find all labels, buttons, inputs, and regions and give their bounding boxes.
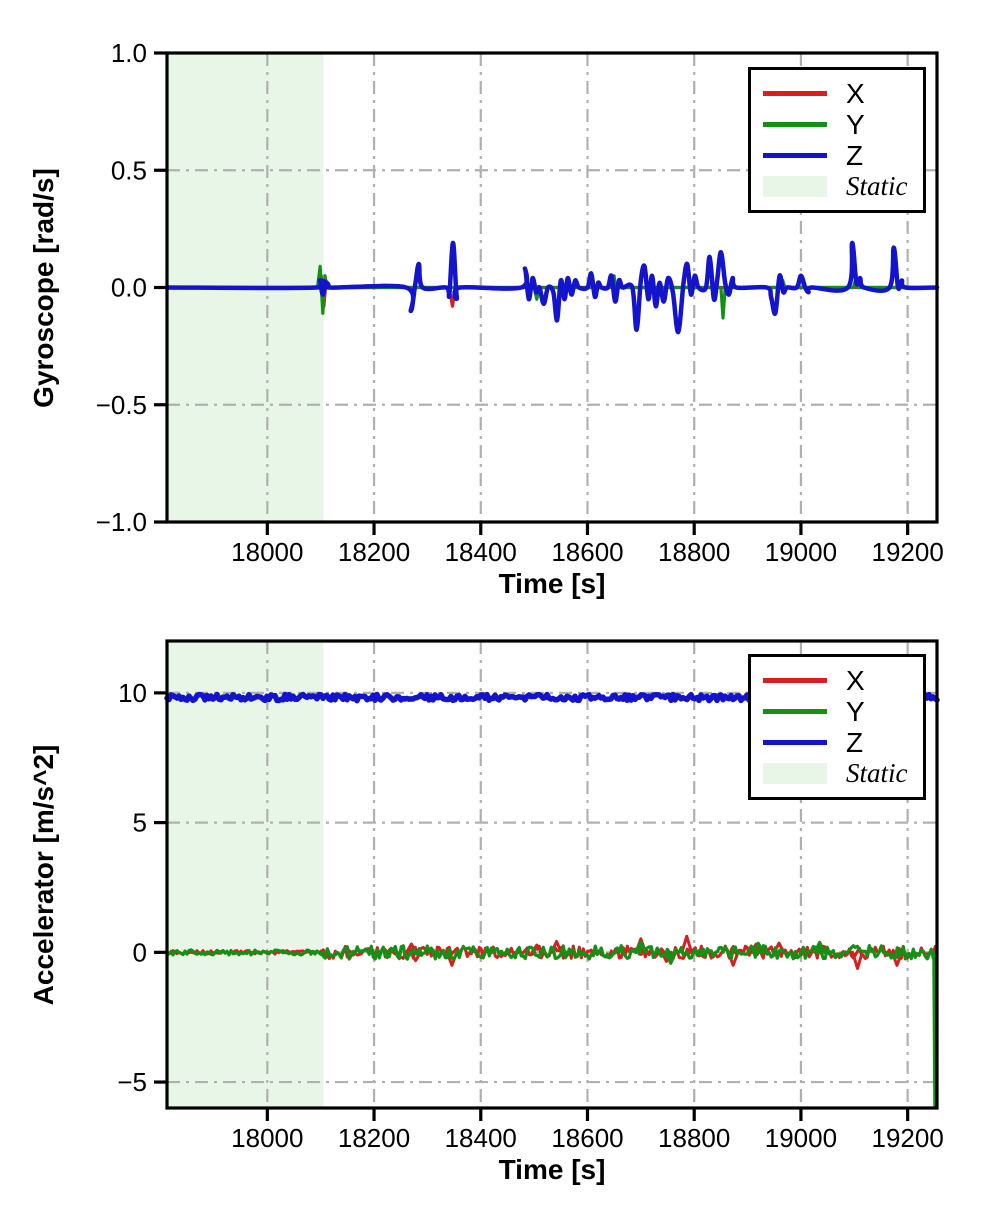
x-tick-label: 18400: [445, 1123, 517, 1153]
legend-label-x: X: [846, 664, 865, 696]
x-tick-label: 18000: [231, 537, 303, 567]
static-region: [167, 641, 324, 1108]
x-tick-label: 19200: [871, 1123, 943, 1153]
static-patch-swatch: [763, 176, 827, 197]
gyroscope-legend: X Y Z Static: [748, 67, 926, 213]
gyroscope-x-axis-label: Time [s]: [498, 568, 606, 599]
legend-label-y: Y: [846, 108, 865, 140]
static-patch-swatch: [763, 763, 827, 784]
y-tick-label: −1.0: [96, 507, 147, 537]
y-tick-label: 1.0: [111, 38, 147, 68]
z-line-swatch: [763, 740, 827, 745]
y-tick-label: 0.0: [111, 273, 147, 303]
x-line-swatch: [763, 91, 827, 96]
y-tick-label: 0: [133, 937, 147, 967]
z-line-swatch: [763, 153, 827, 158]
legend-entry-x: X: [763, 78, 923, 109]
x-tick-label: 18200: [338, 1123, 410, 1153]
legend-entry-static: Static: [763, 758, 923, 789]
legend-label-z: Z: [846, 726, 864, 758]
legend-label-y: Y: [846, 695, 865, 727]
legend-label-static: Static: [846, 758, 908, 788]
accelerometer-x-axis-label: Time [s]: [498, 1154, 606, 1185]
y-tick-label: 5: [133, 808, 147, 838]
legend-entry-static: Static: [763, 171, 923, 202]
x-tick-label: 18600: [551, 1123, 623, 1153]
accelerometer-legend: X Y Z Static: [748, 654, 926, 800]
y-tick-label: −0.5: [96, 390, 147, 420]
legend-entry-z: Z: [763, 727, 923, 758]
y-tick-label: 10: [118, 678, 147, 708]
legend-label-static: Static: [846, 171, 908, 201]
y-tick-label: 0.5: [111, 155, 147, 185]
tick-marks: [154, 51, 910, 535]
x-tick-label: 18200: [338, 537, 410, 567]
x-tick-label: 19000: [765, 537, 837, 567]
y-line-swatch: [763, 709, 827, 714]
x-line-swatch: [763, 678, 827, 683]
series-z: [164, 240, 940, 335]
y-line-swatch: [763, 122, 827, 127]
x-tick-label: 18400: [445, 537, 517, 567]
y-tick-label: −5: [117, 1067, 147, 1097]
legend-entry-y: Y: [763, 109, 923, 140]
legend-label-z: Z: [846, 139, 864, 171]
plot-border: [165, 639, 939, 1110]
gyroscope-chart: 18000 18200 18400 18600 18800 19000 19200 1.0 0.…: [96, 38, 944, 567]
signal-line: [164, 240, 940, 335]
legend-entry-y: Y: [763, 696, 923, 727]
gyroscope-y-axis-label: Gyroscope [rad/s]: [28, 168, 59, 408]
signal-noise: [321, 944, 935, 961]
x-tick-label: 18600: [551, 537, 623, 567]
x-tick-label: 18800: [658, 537, 730, 567]
signal-spike: [680, 934, 694, 954]
x-tick-label: 18000: [231, 1123, 303, 1153]
tick-marks: [154, 691, 910, 1121]
signal-noise: [165, 948, 325, 957]
x-tick-label: 19000: [765, 1123, 837, 1153]
legend-entry-z: Z: [763, 140, 923, 171]
accelerometer-y-axis-label: Accelerator [m/s^2]: [28, 744, 59, 1006]
x-tick-label: 18800: [658, 1123, 730, 1153]
legend-label-x: X: [846, 77, 865, 109]
legend-entry-x: X: [763, 665, 923, 696]
accelerometer-chart: 18000 18200 18400 18600 18800 19000 19200 10 5 0 −…: [117, 639, 944, 1153]
x-tick-label: 19200: [871, 537, 943, 567]
